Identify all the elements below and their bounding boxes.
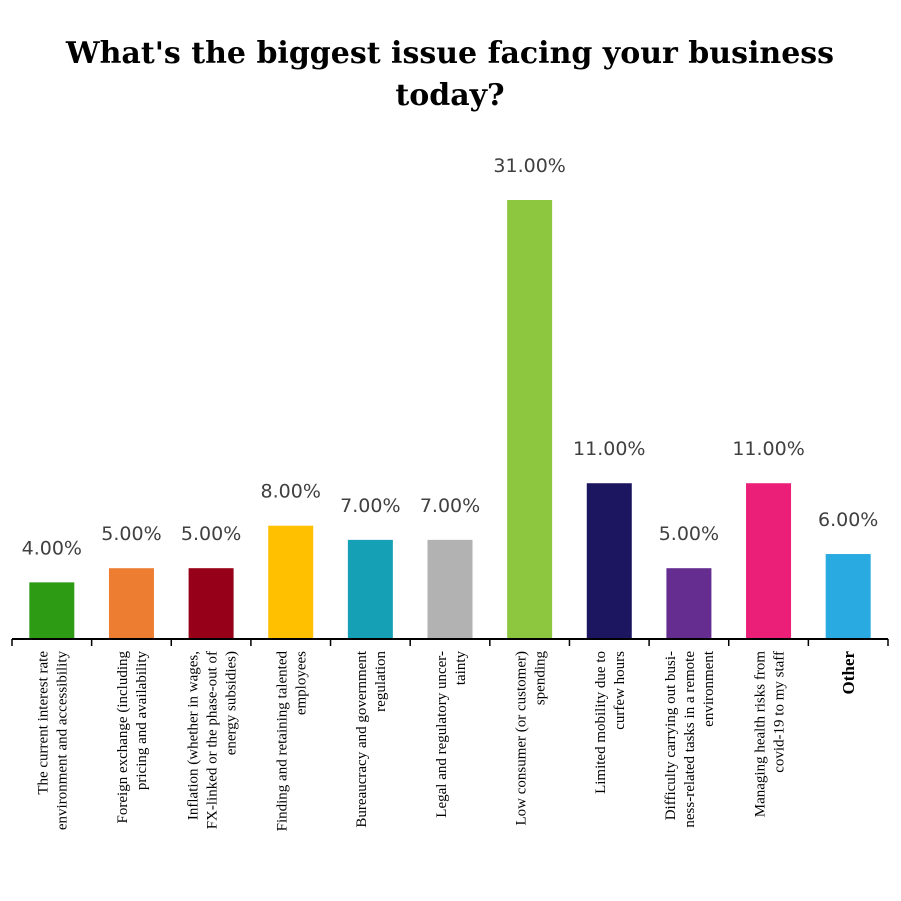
category-label: Legal and regulatory uncer-tainty: [434, 651, 469, 818]
category-label-line: Finding and retaining talented: [274, 651, 290, 832]
category-label-line: Inflation (whether in wages,: [185, 651, 201, 820]
bar: [427, 539, 473, 639]
category-label-line: environment and accessibility: [55, 651, 71, 831]
bar-value-label: 7.00%: [340, 495, 400, 517]
category-label: Other: [839, 651, 858, 695]
category-label-line: Bureaucracy and government: [354, 650, 370, 827]
category-label-line: energy subsidies): [223, 651, 239, 755]
category-label-line: Managing health risks from: [752, 651, 768, 818]
category-label-line: pricing and availability: [134, 651, 150, 791]
bar: [347, 539, 393, 639]
bar: [586, 483, 632, 639]
bar-value-label: 5.00%: [101, 523, 161, 545]
category-label-line: curfew hours: [612, 651, 628, 730]
category-label: Managing health risks from covid-19 to my…: [752, 651, 787, 818]
bar-value-label: 11.00%: [573, 438, 645, 460]
category-label-line: Legal and regulatory uncer-: [434, 651, 450, 818]
x-axis: [11, 638, 889, 646]
category-label-line: Difficulty carrying out busi-: [663, 651, 679, 820]
category-label-line: Foreign exchange (including: [115, 651, 131, 824]
category-label-line: Other: [839, 651, 858, 695]
value-labels-group: 4.00% 5.00% 5.00% 8.00% 7.00% 7.00% 31.00% 11.0…: [22, 155, 879, 559]
category-label-line: environment: [701, 650, 717, 727]
category-label-line: regulation: [373, 651, 389, 712]
category-label: Inflation (whether in wages, FX-linked or…: [185, 651, 239, 829]
category-label-line: spending: [532, 651, 548, 706]
bar: [268, 525, 314, 639]
bar: [666, 568, 712, 639]
category-label-line: ness-related tasks in a remote: [682, 651, 698, 828]
bars-group: [29, 200, 871, 639]
category-labels-group: The current interest rate environment and…: [36, 650, 859, 831]
category-label-line: tainty: [453, 651, 469, 686]
bar: [825, 554, 871, 639]
bar: [188, 568, 234, 639]
chart-title: What's the biggest issue facing your bus…: [65, 36, 834, 113]
category-label: Limited mobility due to curfew hours: [593, 651, 628, 794]
bar-value-label: 6.00%: [818, 509, 878, 531]
bar: [746, 483, 792, 639]
category-label: Difficulty carrying out busi-ness-relate…: [663, 650, 717, 827]
category-label: Foreign exchange (including pricing and a…: [115, 651, 150, 824]
bar: [29, 582, 75, 639]
bar-value-label: 31.00%: [493, 155, 565, 177]
category-label-line: covid-19 to my staff: [771, 651, 787, 773]
bar-value-label: 5.00%: [181, 523, 241, 545]
chart-title-line-1: What's the biggest issue facing your bus…: [65, 36, 834, 71]
bar: [507, 200, 553, 639]
chart-title-line-2: today?: [395, 78, 504, 113]
bar-value-label: 8.00%: [261, 481, 321, 503]
bar: [108, 568, 154, 639]
category-label: Finding and retaining talented employees: [274, 651, 309, 832]
bar-value-label: 4.00%: [22, 537, 82, 559]
bar-value-label: 5.00%: [659, 523, 719, 545]
category-label: The current interest rate environment and…: [36, 651, 71, 831]
bar-value-label: 11.00%: [732, 438, 804, 460]
category-label-line: Limited mobility due to: [593, 651, 609, 794]
category-label-line: employees: [293, 651, 309, 715]
category-label-line: The current interest rate: [36, 651, 52, 795]
category-label: Bureaucracy and government regulation: [354, 650, 389, 827]
category-label-line: Low consumer (or customer): [513, 651, 529, 826]
category-label: Low consumer (or customer) spending: [513, 651, 548, 826]
bar-value-label: 7.00%: [420, 495, 480, 517]
category-label-line: FX-linked or the phase-out of: [204, 651, 220, 829]
